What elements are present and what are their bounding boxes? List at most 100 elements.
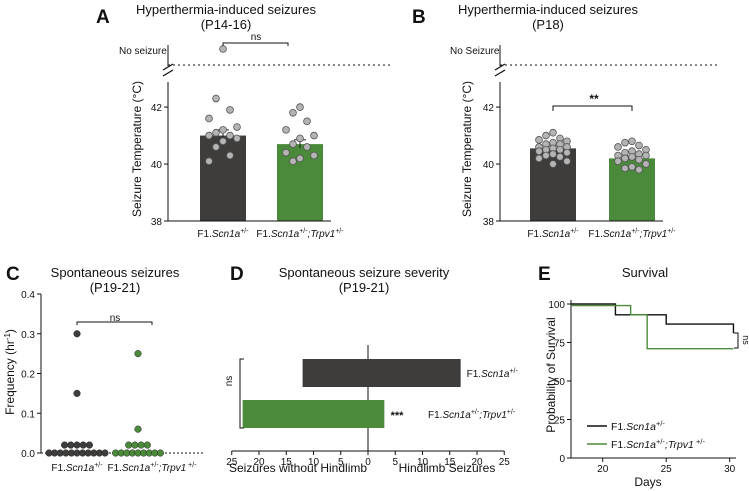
panel-a-point <box>296 134 304 143</box>
panel-b-point <box>535 154 543 163</box>
panel-d-bar-label-0: F1.Scn1a+/- <box>467 368 519 380</box>
panel-e-title: Survival <box>622 265 668 280</box>
panel-b-point <box>628 163 636 171</box>
panel-d-xlabel-right: Hindlimb Seizures <box>399 461 496 475</box>
panel-d-xtick-label-9: 20 <box>471 457 483 468</box>
panel-a-point <box>226 151 234 160</box>
panel-d-xtick-label-0: 25 <box>226 457 238 468</box>
panel-d-bar-0 <box>302 359 461 387</box>
panel-a-point <box>303 117 311 126</box>
panel-c-point <box>134 350 142 358</box>
panel-b-point <box>642 151 650 160</box>
panel-a-point <box>205 157 213 165</box>
panel-a-point <box>212 143 220 151</box>
panel-b-point <box>556 153 564 161</box>
panel-c-point <box>134 425 142 433</box>
panel-b-ytick-label-0: 38 <box>483 217 495 228</box>
panel-letter-d: D <box>230 264 244 285</box>
panel-b-point <box>621 138 629 147</box>
panel-a-point <box>282 148 290 157</box>
panel-a-point <box>212 94 220 103</box>
panel-a-xtick-label-1: F1.Scn1a+/-;Trpv1+/- <box>256 228 344 240</box>
panel-d-xtick-label-5: 0 <box>365 457 371 468</box>
panel-b-title: Hyperthermia-induced seizures <box>458 2 638 17</box>
panel-a-point <box>205 114 213 123</box>
panel-c-point <box>79 441 87 449</box>
panel-e-line-0 <box>571 303 735 334</box>
panel-e-ytick-label-1: 25 <box>554 416 566 427</box>
panel-a-axis-break <box>162 63 174 77</box>
panel-b-point <box>563 148 571 157</box>
panel-d-xtick-label-3: 10 <box>308 457 320 468</box>
panel-letter-c: C <box>6 264 20 285</box>
panel-d-sig-bracket <box>239 358 244 429</box>
panel-d-xtick-label-6: 5 <box>392 457 398 468</box>
panel-b-significance: ** <box>589 92 599 106</box>
panel-c-significance: ns <box>110 313 121 324</box>
panel-c-subtitle: (P19-21) <box>90 280 141 295</box>
panel-a-point <box>289 157 297 165</box>
panel-c-ytick-label-4: 0.4 <box>21 290 35 301</box>
panel-b-xtick-label-0: F1.Scn1a+/- <box>527 228 579 240</box>
panel-e-legend-label-1: F1.Scn1a+/-;Trpv1 +/- <box>611 437 705 451</box>
panel-e-xtick-label-0: 20 <box>597 464 609 475</box>
panel-a-point <box>296 103 304 111</box>
panel-c-ytick-label-0: 0.0 <box>21 449 35 460</box>
panel-a-point <box>219 126 227 134</box>
panel-d-significance-vertical: ns <box>224 376 235 387</box>
panel-c-point <box>67 441 75 449</box>
panel-b-point <box>642 160 650 168</box>
panel-e-sig-bracket <box>734 332 739 349</box>
panel-b-point <box>549 150 557 158</box>
panel-c-ytick-label-3: 0.3 <box>21 330 35 341</box>
panel-b-point <box>549 160 557 168</box>
panel-a-point <box>310 131 318 140</box>
panel-a-point <box>212 128 220 137</box>
panel-a-point <box>226 106 234 114</box>
panel-a-point <box>233 134 241 143</box>
panel-c-ylabel: Frequency (hr-1) <box>3 329 17 415</box>
panel-b-point <box>614 157 622 165</box>
panel-d-xtick-label-4: 5 <box>338 457 344 468</box>
panel-a-point <box>296 154 304 163</box>
panel-a-point <box>282 126 290 134</box>
panel-a-point <box>219 45 227 53</box>
panel-c-point <box>61 441 69 449</box>
panel-c-point <box>73 441 81 449</box>
panel-a-subtitle: (P14-16) <box>201 17 252 32</box>
panel-a-significance: ns <box>251 32 262 43</box>
panel-b-point <box>556 146 564 154</box>
panel-b-point <box>621 164 629 173</box>
panel-e-significance: ns <box>741 335 749 345</box>
panel-a-point <box>289 108 297 117</box>
panel-b-subtitle: (P18) <box>532 17 564 32</box>
panel-d-title: Spontaneous seizure severity <box>279 265 450 280</box>
panel-d-xtick-label-8: 15 <box>444 457 456 468</box>
panel-a-xtick-label-0: F1.Scn1a+/- <box>197 228 249 240</box>
panel-letter-e: E <box>538 264 551 285</box>
panel-c-point <box>131 441 139 449</box>
panel-a-point <box>226 131 234 140</box>
panel-d-xtick-label-10: 25 <box>499 457 511 468</box>
panel-e-xtick-label-2: 30 <box>724 464 736 475</box>
panel-e-ytick-label-0: 0 <box>559 454 565 465</box>
panel-a-no-seizure-label: No seizure <box>119 46 167 57</box>
panel-d-xtick-label-7: 10 <box>417 457 429 468</box>
panel-e-ytick-label-2: 50 <box>554 377 566 388</box>
panel-e-ytick-label-3: 75 <box>554 339 566 350</box>
panel-a-point <box>205 131 213 140</box>
panel-a-title: Hyperthermia-induced seizures <box>136 2 316 17</box>
panel-c-xtick-label-0: F1.Scn1a+/- <box>51 462 103 474</box>
panel-e-xlabel: Days <box>634 475 661 489</box>
panel-b-point <box>535 136 543 144</box>
panel-d-xtick-label-1: 20 <box>253 457 265 468</box>
panel-d-bar-label-1: F1.Scn1a+/-;Trpv1+/- <box>428 409 516 421</box>
panel-d-subtitle: (P19-21) <box>339 280 390 295</box>
panel-a-ylabel: Seizure Temperature (°C) <box>130 81 144 217</box>
panel-b-ytick-label-2: 42 <box>483 103 495 114</box>
panel-b-point <box>614 143 622 151</box>
panel-d-xlabel-left: Seizures without Hindlimb <box>229 461 367 475</box>
panel-b-point <box>635 165 643 174</box>
panel-e-line-1 <box>571 304 734 350</box>
